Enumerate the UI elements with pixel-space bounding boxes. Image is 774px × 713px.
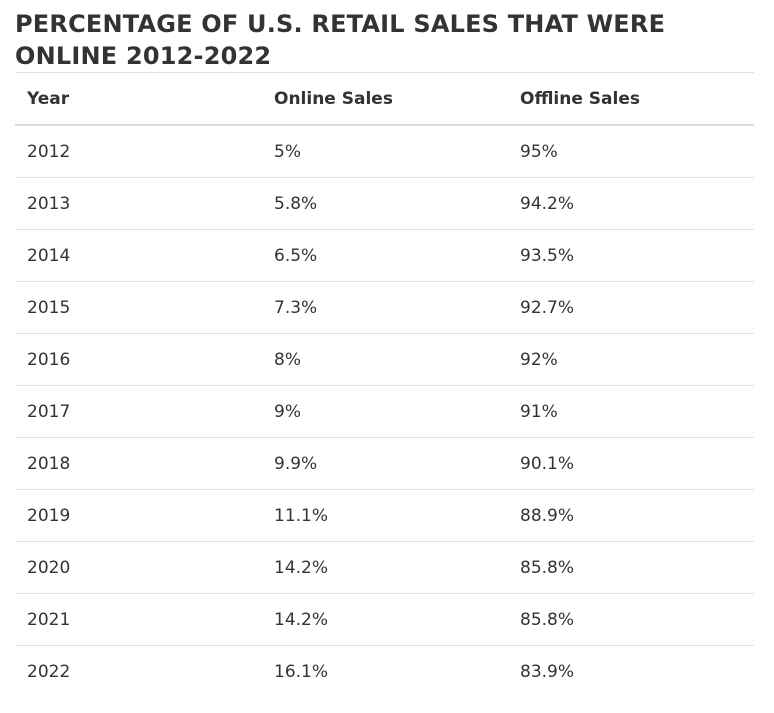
year-cell: 2014 <box>15 229 262 282</box>
online-sales-cell: 5.8% <box>262 177 508 230</box>
online-sales-cell: 16.1% <box>274 661 329 682</box>
offline-sales-cell: 85.8% <box>508 541 754 594</box>
online-sales-cell: 7.3% <box>262 281 508 334</box>
table-row: 2012 5% 95% <box>15 125 754 178</box>
year-cell: 2016 <box>15 333 262 386</box>
table-row: 2020 14.2% 85.8% <box>15 541 754 594</box>
table-title: PERCENTAGE OF U.S. RETAIL SALES THAT WER… <box>15 0 754 73</box>
offline-sales-cell: 90.1% <box>508 437 754 490</box>
table-row: 2019 11.1% 88.9% <box>15 489 754 542</box>
retail-sales-table: Year Online Sales Offline Sales 2012 5% 95… <box>15 73 754 697</box>
offline-sales-cell: 93.5% <box>508 229 754 282</box>
year-cell: 2018 <box>15 437 262 490</box>
offline-sales-cell: 85.8% <box>508 593 754 646</box>
online-sales-cell: 11.1% <box>262 489 508 542</box>
column-header-year: Year <box>15 73 262 126</box>
online-sales-cell: 14.2% <box>262 541 508 594</box>
online-sales-cell: 6.5% <box>262 229 508 282</box>
offline-sales-cell: 92% <box>508 333 754 386</box>
year-cell: 2021 <box>15 593 262 646</box>
year-cell: 2017 <box>15 385 262 438</box>
content-area: PERCENTAGE OF U.S. RETAIL SALES THAT WER… <box>15 0 754 697</box>
table-row: 2017 9% 91% <box>15 385 754 438</box>
table-row: 2021 14.2% 85.8% <box>15 593 754 646</box>
online-sales-cell: 9% <box>262 385 508 438</box>
year-cell: 2022 <box>27 661 71 682</box>
offline-sales-cell: 94.2% <box>508 177 754 230</box>
online-sales-cell: 5% <box>262 125 508 178</box>
year-cell: 2020 <box>15 541 262 594</box>
offline-sales-cell: 91% <box>508 385 754 438</box>
year-cell: 2012 <box>15 125 262 178</box>
online-sales-cell: 14.2% <box>262 593 508 646</box>
table-row: 2016 8% 92% <box>15 333 754 386</box>
header-row: Year Online Sales Offline Sales <box>15 73 754 126</box>
offline-sales-cell: 83.9% <box>520 661 575 682</box>
online-sales-cell: 9.9% <box>262 437 508 490</box>
column-header-online-sales: Online Sales <box>262 73 508 126</box>
offline-sales-cell: 95% <box>508 125 754 178</box>
table-row: 2013 5.8% 94.2% <box>15 177 754 230</box>
online-sales-cell: 8% <box>262 333 508 386</box>
table-row: 2018 9.9% 90.1% <box>15 437 754 490</box>
table-row: 2014 6.5% 93.5% <box>15 229 754 282</box>
year-cell: 2015 <box>15 281 262 334</box>
table-row: 2015 7.3% 92.7% <box>15 281 754 334</box>
column-header-offline-sales: Offline Sales <box>508 73 754 126</box>
table-header: Year Online Sales Offline Sales <box>15 73 754 126</box>
year-cell: 2019 <box>15 489 262 542</box>
year-cell: 2013 <box>15 177 262 230</box>
offline-sales-cell: 92.7% <box>508 281 754 334</box>
table-row: 2022 16.1% 83.9% <box>15 646 754 698</box>
table-body: 2012 5% 95% 2013 5.8% 94.2% 2014 6.5% 93.5% 2015 7… <box>15 125 754 697</box>
offline-sales-cell: 88.9% <box>508 489 754 542</box>
